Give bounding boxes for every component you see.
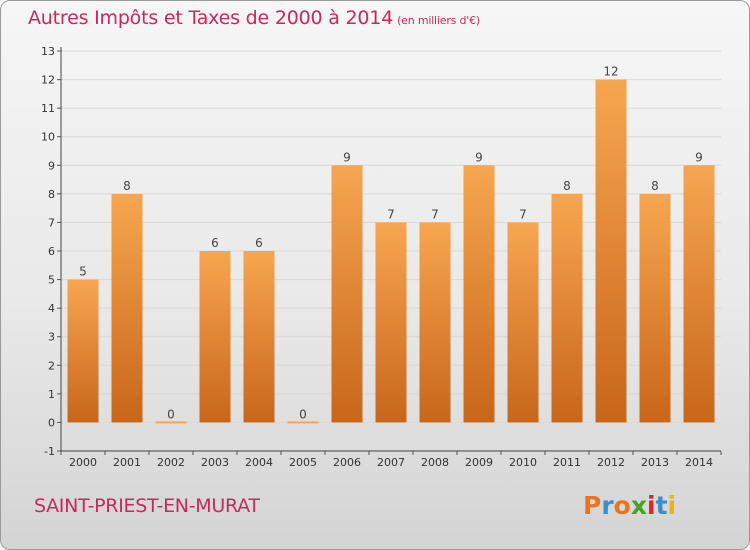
chart-title-text: Autres Impôts et Taxes de 2000 à 2014 <box>28 7 394 29</box>
chart-title: Autres Impôts et Taxes de 2000 à 2014 (en… <box>28 7 480 29</box>
logo-letter: P <box>583 491 602 520</box>
y-tick-label: 5 <box>48 274 55 287</box>
y-tick-label: 3 <box>48 331 55 344</box>
y-tick-label: 13 <box>41 45 55 58</box>
y-tick-label: 10 <box>41 131 55 144</box>
x-tick-label: 2011 <box>553 456 581 469</box>
x-tick-label: 2007 <box>377 456 405 469</box>
x-tick-label: 2003 <box>201 456 229 469</box>
x-tick-label: 2008 <box>421 456 449 469</box>
bar <box>639 193 671 423</box>
bar <box>419 222 451 423</box>
logo-letter: x <box>630 491 647 520</box>
bar-value-label: 7 <box>431 207 439 221</box>
x-tick-label: 2014 <box>685 456 713 469</box>
bar-value-label: 6 <box>255 236 263 250</box>
logo-letter: o <box>613 491 631 520</box>
bar-value-label: 6 <box>211 236 219 250</box>
x-tick-label: 2006 <box>333 456 361 469</box>
y-tick-label: 7 <box>48 216 55 229</box>
bar-value-label: 9 <box>475 150 483 164</box>
bar-value-label: 5 <box>79 265 87 279</box>
bar <box>67 279 99 423</box>
bar <box>155 421 187 424</box>
bar <box>331 165 363 423</box>
bar <box>551 193 583 423</box>
y-tick-label: -1 <box>44 445 55 458</box>
x-tick-label: 2001 <box>113 456 141 469</box>
bar <box>243 251 275 423</box>
y-tick-label: 6 <box>48 245 55 258</box>
x-tick-label: 2009 <box>465 456 493 469</box>
bar <box>199 251 231 423</box>
x-tick-label: 2004 <box>245 456 273 469</box>
bar-value-label: 8 <box>651 179 659 193</box>
x-tick-label: 2010 <box>509 456 537 469</box>
bar-value-label: 9 <box>343 150 351 164</box>
proxiti-logo: Proxiti <box>583 491 676 520</box>
bar-value-label: 8 <box>563 179 571 193</box>
bar-value-label: 7 <box>519 207 527 221</box>
logo-letter: t <box>655 491 668 520</box>
y-tick-label: 11 <box>41 102 55 115</box>
bar <box>683 165 715 423</box>
commune-name: SAINT-PRIEST-EN-MURAT <box>34 495 260 517</box>
y-tick-label: 2 <box>48 359 55 372</box>
bar-value-label: 12 <box>603 65 618 79</box>
y-tick-label: 0 <box>48 416 55 429</box>
bar <box>111 193 143 423</box>
bar <box>463 165 495 423</box>
y-tick-label: 12 <box>41 74 55 87</box>
logo-letter: r <box>601 491 614 520</box>
bar <box>507 222 539 423</box>
bar-value-label: 8 <box>123 179 131 193</box>
bar-value-label: 7 <box>387 207 395 221</box>
bar-value-label: 0 <box>299 407 307 421</box>
bar <box>375 222 407 423</box>
x-tick-label: 2013 <box>641 456 669 469</box>
bar-value-label: 9 <box>695 150 703 164</box>
bar <box>287 421 319 424</box>
y-tick-label: 1 <box>48 388 55 401</box>
logo-letter: i <box>667 491 677 520</box>
bar-value-label: 0 <box>167 407 175 421</box>
bar <box>595 79 627 423</box>
chart-subtitle: (en milliers d'€) <box>397 14 480 27</box>
y-tick-label: 8 <box>48 188 55 201</box>
x-tick-label: 2000 <box>69 456 97 469</box>
x-tick-label: 2005 <box>289 456 317 469</box>
x-tick-label: 2002 <box>157 456 185 469</box>
x-tick-label: 2012 <box>597 456 625 469</box>
y-tick-label: 9 <box>48 159 55 172</box>
y-tick-label: 4 <box>48 302 55 315</box>
logo-letter: i <box>647 491 656 520</box>
